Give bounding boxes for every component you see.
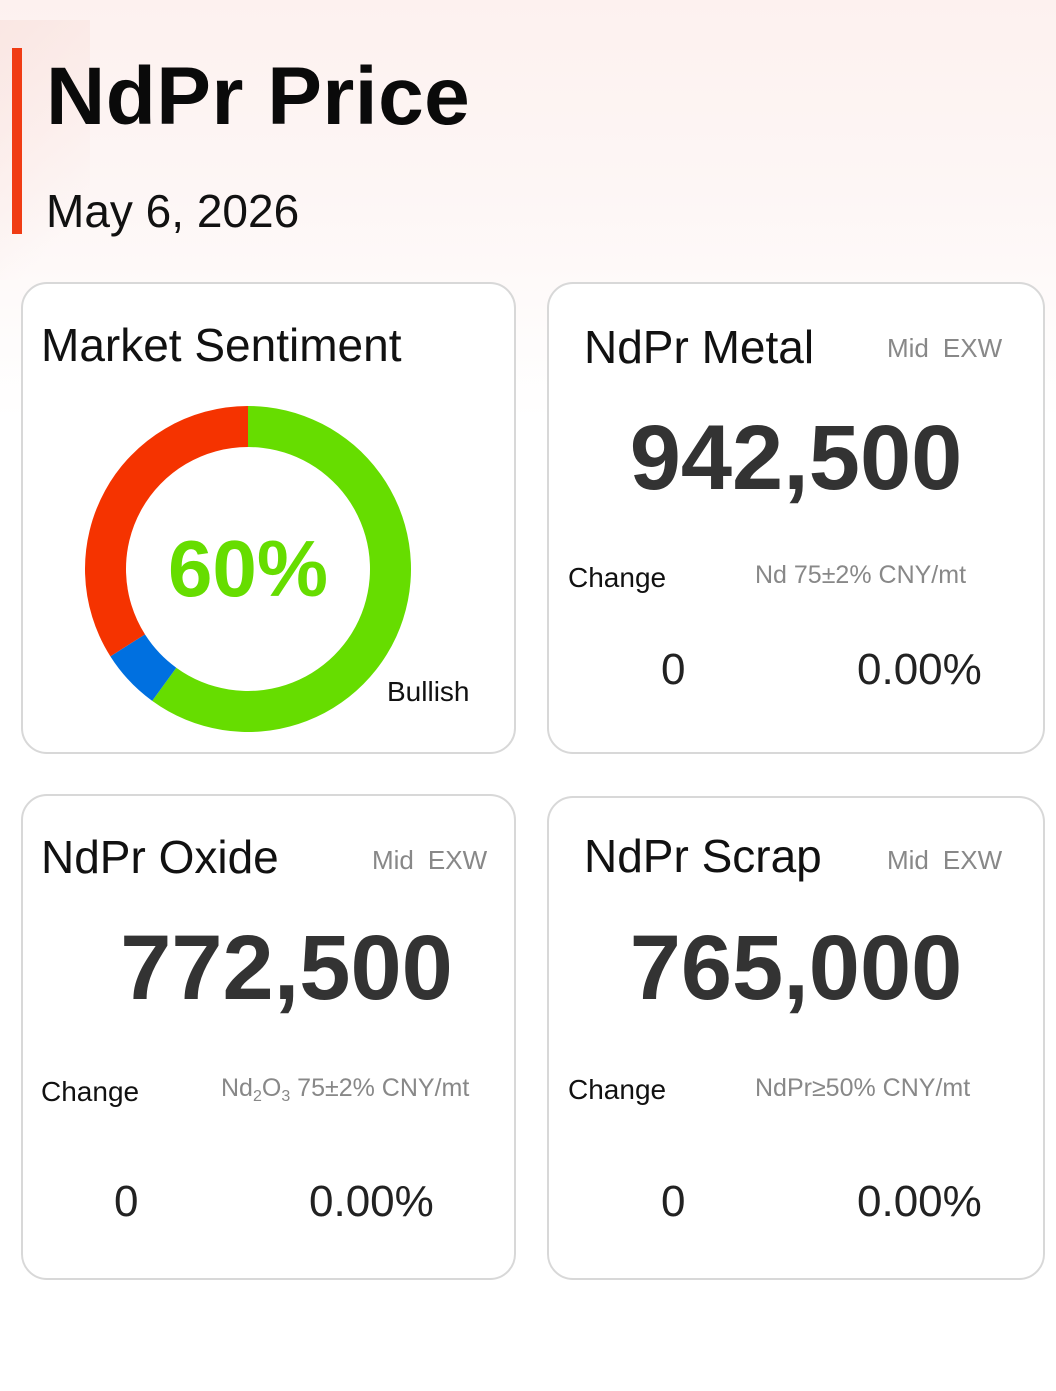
market-sentiment-card: Market Sentiment 60% Bullish	[21, 282, 516, 754]
oxide-spec-nd: Nd	[221, 1074, 253, 1102]
metal-tag-mid: Mid	[887, 333, 929, 363]
donut-segment-neutral	[110, 634, 177, 701]
oxide-spec-sub1: 2	[252, 1088, 262, 1105]
scrap-price: 765,000	[629, 917, 963, 1019]
scrap-tag-mid: Mid	[887, 845, 929, 875]
donut-svg	[85, 406, 411, 732]
oxide-title: NdPr Oxide	[41, 831, 279, 883]
ndpr-scrap-card[interactable]: NdPr Scrap Mid EXW 765,000 Change NdPr≥50…	[547, 796, 1045, 1280]
oxide-change-abs: 0	[114, 1177, 139, 1226]
metal-change-label: Change	[568, 562, 667, 593]
scrap-tag-exw: EXW	[942, 845, 1003, 875]
sentiment-title: Market Sentiment	[41, 319, 402, 371]
oxide-spec: Nd2O3 75±2% CNY/mt	[221, 1076, 469, 1105]
sentiment-label: Bullish	[387, 676, 470, 707]
metal-title: NdPr Metal	[584, 321, 815, 373]
oxide-spec-rest: 75±2% CNY/mt	[290, 1074, 470, 1102]
page-title: NdPr Price	[46, 51, 471, 142]
sentiment-percent: 60%	[167, 524, 329, 613]
metal-spec: Nd 75±2% CNY/mt	[755, 561, 967, 589]
metal-price: 942,500	[629, 407, 963, 509]
donut-segment-bullish	[152, 406, 411, 732]
scrap-change-pct: 0.00%	[857, 1177, 982, 1226]
scrap-change-label: Change	[568, 1074, 667, 1105]
scrap-spec: NdPr≥50% CNY/mt	[755, 1074, 971, 1102]
oxide-tag-mid: Mid	[372, 845, 414, 875]
metal-tags: Mid EXW	[873, 335, 1002, 361]
scrap-change-abs: 0	[661, 1177, 686, 1226]
metal-change-abs: 0	[661, 645, 686, 694]
oxide-spec-sub2: 3	[281, 1088, 291, 1105]
oxide-price: 772,500	[120, 917, 453, 1019]
donut-segment-bearish	[85, 406, 248, 657]
metal-tag-exw: EXW	[942, 333, 1003, 363]
oxide-change-pct: 0.00%	[309, 1177, 434, 1226]
scrap-tags: Mid EXW	[873, 847, 1002, 873]
oxide-change-label: Change	[41, 1076, 140, 1107]
oxide-spec-o: O	[261, 1074, 282, 1102]
scrap-title: NdPr Scrap	[584, 830, 822, 882]
ndpr-oxide-card[interactable]: NdPr Oxide Mid EXW 772,500 Change Nd2O3 7…	[21, 794, 516, 1280]
page-header: NdPr Price May 6, 2026	[12, 48, 912, 234]
metal-change-pct: 0.00%	[857, 645, 982, 694]
page-date: May 6, 2026	[46, 185, 300, 237]
accent-bar	[12, 48, 22, 234]
sentiment-donut-chart: 60%	[85, 406, 411, 732]
oxide-tags: Mid EXW	[358, 847, 487, 873]
oxide-tag-exw: EXW	[427, 845, 488, 875]
ndpr-metal-card[interactable]: NdPr Metal Mid EXW 942,500 Change Nd 75±2…	[547, 282, 1045, 754]
